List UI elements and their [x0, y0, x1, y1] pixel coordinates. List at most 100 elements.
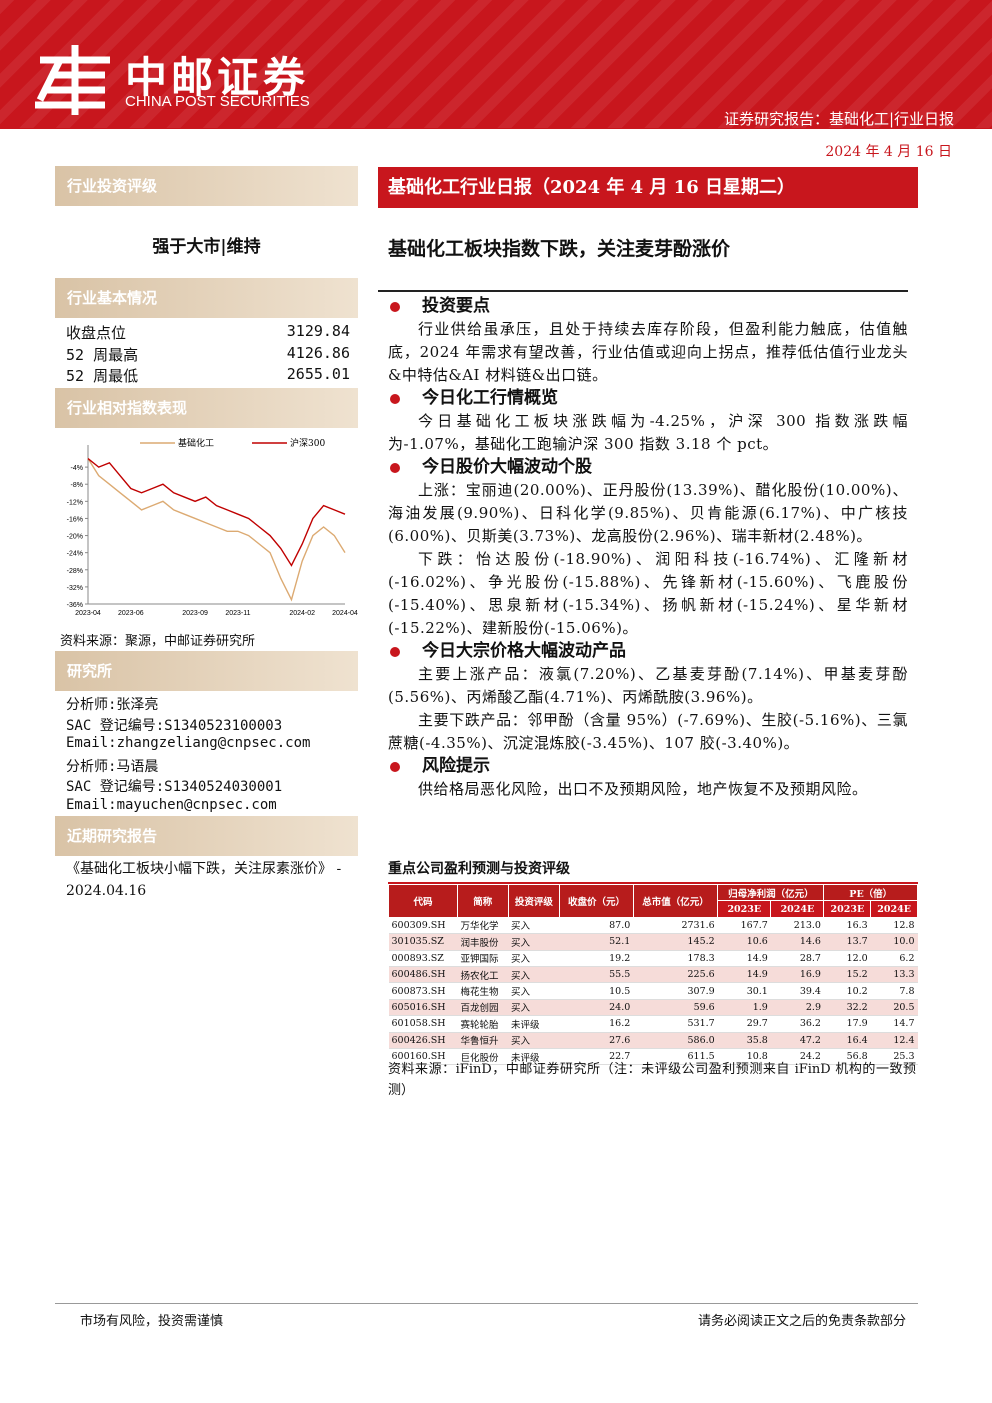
chart-source: 资料来源：聚源，中邮证券研究所 [60, 634, 256, 649]
table-cell: 梅花生物 [460, 987, 499, 999]
table-cell: 10.0 [893, 936, 915, 948]
table-cell: 买入 [511, 1003, 531, 1015]
table-cell: 14.9 [746, 952, 768, 964]
table-cell: 14.7 [893, 1018, 915, 1030]
table-cell: 2731.6 [681, 919, 715, 931]
table-cell: 百龙创园 [460, 1003, 499, 1015]
table-row: 000893.SZ 亚钾国际 买入 19.2 178.3 14.9 28.7 12.0 6.2 [388, 950, 918, 967]
section-heading: 行业投资评级 [55, 166, 358, 206]
table-cell: 买入 [511, 954, 531, 966]
basic-label: 52 周最低 [66, 367, 139, 385]
table-cell: 24.0 [609, 1001, 631, 1013]
line [87, 458, 346, 602]
table-cell: 22.7 [609, 1051, 631, 1063]
table-cell: 601058.SH [391, 1018, 446, 1030]
analyst-line: 分析师:马语晨 [66, 758, 159, 775]
paragraph: 今日基础化工板块涨跌幅为-4.25%，沪深 300 指数涨跌幅为-1.07%，基… [388, 412, 908, 453]
table-cell: 15.2 [846, 969, 868, 981]
subheader-cell: 2024E [770, 900, 825, 918]
table-cell: 600309.SH [391, 919, 446, 931]
table-source: 资料来源：iFinD，中邮证券研究所（注：未评级公司盈利预测来自 iFinD 机… [388, 1062, 916, 1098]
x-tick-label: 2023-11 [225, 610, 250, 617]
table-cell: 30.1 [746, 985, 768, 997]
table-cell: 13.7 [846, 936, 868, 948]
table-row: 600309.SH 万华化学 买入 87.0 2731.6 167.7 213.0 16.3 1… [388, 917, 918, 934]
table-cell: 27.6 [609, 1034, 631, 1046]
table-cell: 24.2 [799, 1051, 821, 1063]
banner: 中邮证券 CHINA POST SECURITIES [0, 0, 992, 128]
table-cell: 59.6 [693, 1001, 715, 1013]
legend-label: 沪深300 [290, 437, 325, 449]
x-tick-label: 2024-02 [289, 610, 315, 617]
title-bar: 基础化工行业日报（2024 年 4 月 16 日星期二） [378, 167, 918, 208]
table-cell: 56.8 [846, 1051, 868, 1063]
table-cell: 华鲁恒升 [460, 1036, 499, 1048]
table-cell: 25.3 [893, 1051, 915, 1063]
table-cell: 13.3 [893, 969, 915, 981]
table-title: 重点公司盈利预测与投资评级 [388, 858, 918, 884]
table-row: 600160.SH 巨化股份 未评级 22.7 611.5 10.8 24.2 56.8 25.… [388, 1048, 918, 1065]
header-cell: 投资评级 [507, 884, 561, 918]
legend-label: 基础化工 [178, 437, 214, 449]
recent-item: 《基础化工板块小幅下跌，关注尿素涨价》 - 2024.04.16 [66, 861, 342, 899]
section-heading: 今日大宗价格大幅波动产品 [388, 640, 908, 663]
table-cell: 10.5 [609, 985, 631, 997]
table-cell: 未评级 [511, 1019, 540, 1031]
header-cell: 总市值（亿元） [632, 884, 719, 918]
table-cell: 213.0 [793, 919, 821, 931]
header-cell: 代码 [388, 884, 458, 918]
table-row: 301035.SZ 润丰股份 买入 52.1 145.2 10.6 14.6 13.7 10.0 [388, 933, 918, 951]
section-heading: 今日股价大幅波动个股 [388, 456, 908, 479]
basic-value: 3129.84 [286, 322, 350, 340]
table-cell: 28.7 [799, 952, 821, 964]
table-cell: 10.2 [846, 985, 868, 997]
table-row: 600873.SH 梅花生物 买入 10.5 307.9 30.1 39.4 10.2 7.8 [388, 982, 918, 1000]
table-cell: 6.2 [899, 952, 915, 964]
section-heading: 行业基本情况 [55, 278, 358, 318]
logo-en: CHINA POST SECURITIES [125, 93, 310, 110]
basic-row: 52 周最高 4126.86 [66, 344, 350, 365]
analyst-line: SAC 登记编号:S1340524030001 [66, 779, 283, 795]
paragraph: 上涨：宝丽迪(20.00%)、正丹股份(13.39%)、醋化股份(10.00%)… [388, 481, 908, 545]
y-tick-label: -8% [71, 482, 83, 489]
table-cell: 600486.SH [391, 969, 446, 981]
table-cell: 买入 [511, 1036, 531, 1048]
y-tick-label: -24% [67, 551, 83, 558]
footer-right: 请务必阅读正文之后的免责条款部分 [697, 1314, 906, 1329]
table-cell: 未评级 [511, 1052, 540, 1064]
table-cell: 600426.SH [391, 1034, 446, 1046]
table-cell: 16.2 [609, 1018, 631, 1030]
y-tick-label: -16% [67, 516, 83, 523]
table-row: 601058.SH 赛轮轮胎 未评级 16.2 531.7 29.7 36.2 17.9 14.… [388, 1015, 918, 1033]
section-heading: 今日化工行情概览 [388, 387, 908, 410]
x-tick-label: 2023-04 [75, 610, 101, 617]
table-cell: 225.6 [687, 969, 715, 981]
x-tick-label: 2023-09 [182, 610, 208, 617]
rating: 强于大市|维持 [152, 237, 261, 257]
table-cell: 605016.SH [391, 1001, 446, 1013]
basic-row: 收盘点位 3129.84 [66, 322, 350, 343]
sections: 投资要点 行业供给虽承压，且处于持续去库存阶段，但盈利能力触底，估值触底，2024… [388, 295, 908, 801]
table-cell: 16.9 [799, 969, 821, 981]
table-cell: 178.3 [687, 952, 715, 964]
paragraph: 供给格局恶化风险，出口不及预期风险，地产恢复不及预期风险。 [418, 780, 868, 798]
table-cell: 亚钾国际 [460, 954, 499, 966]
table-cell: 52.1 [609, 936, 631, 948]
table-cell: 145.2 [687, 936, 715, 948]
table-cell: 买入 [511, 921, 531, 933]
table-cell: 611.5 [687, 1051, 715, 1063]
table-cell: 307.9 [687, 985, 715, 997]
table-cell: 万华化学 [460, 921, 499, 933]
section-heading: 研究所 [55, 651, 358, 691]
table-cell: 14.6 [799, 936, 821, 948]
subheader-cell: 2024E [870, 900, 918, 918]
table-cell: 35.8 [746, 1034, 768, 1046]
table-cell: 600873.SH [391, 985, 446, 997]
footer-left: 市场有风险，投资需谨慎 [80, 1314, 224, 1329]
report-type: 证券研究报告：基础化工|行业日报 [723, 110, 954, 128]
table-cell: 29.7 [746, 1018, 768, 1030]
table-cell: 14.9 [746, 969, 768, 981]
y-tick-label: -4% [71, 465, 83, 472]
line [87, 458, 346, 567]
